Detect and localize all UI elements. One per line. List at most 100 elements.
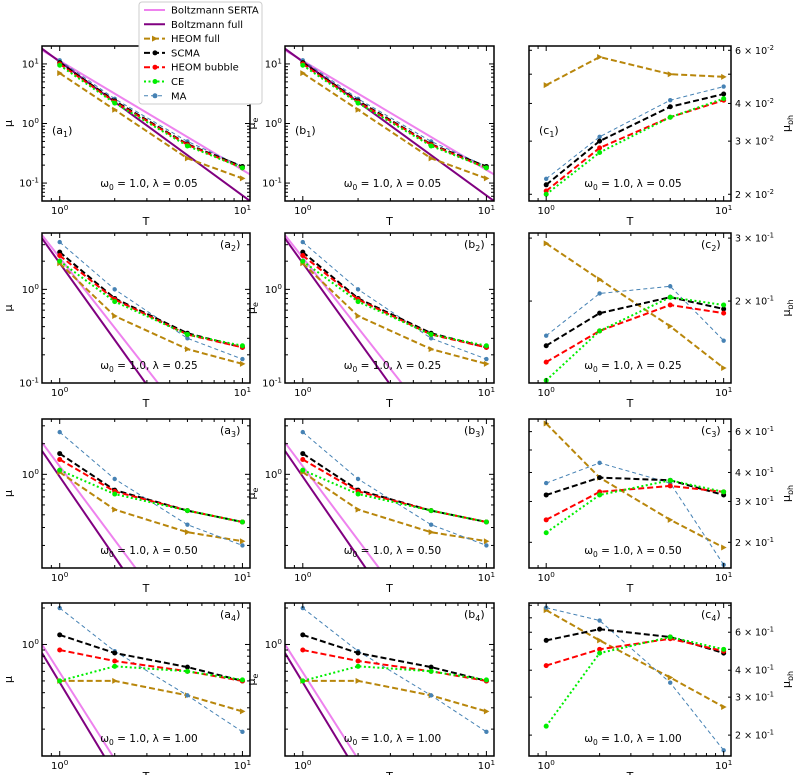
series-line (545, 479, 724, 534)
x-tick-label: 100 (538, 758, 556, 772)
data-point (721, 544, 727, 551)
data-point (483, 519, 489, 525)
data-point (543, 182, 549, 188)
series-ma (300, 58, 489, 169)
data-point (300, 429, 305, 435)
plot-area (285, 429, 490, 568)
panel-tag: (a4) (220, 608, 240, 623)
parameter-annotation: ω0 = 1.0, λ = 0.05 (100, 178, 198, 192)
data-point (483, 677, 489, 683)
series-ce (57, 467, 245, 525)
panel-frame (41, 418, 251, 569)
series-line (545, 296, 724, 382)
panel-tag: (a2) (220, 238, 240, 253)
data-point (355, 658, 361, 664)
series-heom-bubble (57, 253, 245, 350)
data-point (721, 73, 727, 80)
series-ce (57, 258, 245, 349)
data-point (355, 287, 361, 292)
panel-b3: 100 101 T 100 μe (b3) ω0 = 1.0, λ = 0.50 (245, 418, 495, 595)
data-point (239, 538, 246, 545)
panel-c2: 100 101 T 2 × 10-1 3 × 10-1 μph (c2) ω0 = 1.0, … (528, 232, 793, 410)
series-ma (300, 239, 489, 362)
series-line (545, 303, 724, 363)
data-point (355, 299, 361, 305)
panel-frame (284, 418, 495, 569)
y-tick-label: 100 (265, 282, 283, 296)
panel-frame (528, 418, 732, 569)
data-point (57, 62, 63, 68)
series-heom-full (543, 240, 727, 371)
panel-b1: 100 101 T 10-1 100 101 μe (b1) ω0 = 1.0, λ = 0.0… (245, 45, 495, 228)
series-line (59, 607, 243, 733)
series-line (302, 431, 487, 546)
data-point (483, 538, 490, 545)
data-point (597, 646, 603, 652)
y-axis-label: μ (2, 676, 15, 683)
data-point (300, 258, 306, 264)
data-point (597, 276, 603, 283)
series-scma (543, 91, 727, 188)
data-point (721, 306, 727, 312)
data-point (483, 343, 489, 349)
data-point (543, 517, 549, 523)
data-point (721, 96, 727, 102)
series-line (59, 471, 243, 543)
y-tick-label: 101 (22, 56, 39, 70)
data-point (597, 650, 603, 656)
series-line (59, 633, 243, 682)
series-line (302, 260, 487, 347)
boltzmann-serta-line (285, 49, 494, 176)
plot-area (42, 429, 246, 568)
y-tick-label: 3 × 10-2 (735, 135, 774, 148)
boltzmann-serta-line (42, 643, 114, 756)
series-line (302, 452, 487, 523)
series-ce (543, 634, 727, 729)
panel-tag: (b2) (464, 238, 485, 253)
data-point (721, 364, 727, 371)
series-ce (300, 467, 489, 525)
data-point (57, 678, 63, 684)
series-ce (543, 96, 727, 197)
series-ce (57, 62, 245, 171)
data-point (428, 529, 435, 536)
x-tick-label: 100 (51, 203, 69, 217)
series-line (545, 86, 724, 180)
y-axis-label: μ (2, 120, 15, 127)
panel-a1: 100 101 T 10-1 100 101 μ (a1) ω0 = 1.0, λ = 0.05 (2, 45, 251, 228)
x-axis-label: T (142, 397, 150, 410)
y-tick-label: 6 × 10-1 (735, 626, 774, 639)
legend-marker (152, 64, 158, 70)
legend-label: HEOM full (171, 34, 220, 45)
data-point (543, 492, 549, 498)
x-tick-label: 101 (478, 570, 495, 584)
legend-label: HEOM bubble (171, 63, 239, 74)
series-ma (543, 84, 726, 182)
data-point (239, 175, 246, 182)
x-tick-label: 101 (715, 385, 732, 399)
series-line (545, 422, 725, 549)
data-point (428, 508, 434, 514)
data-point (428, 331, 434, 337)
y-tick-label: 100 (22, 282, 40, 296)
data-point (112, 650, 118, 656)
data-point (597, 618, 602, 623)
panel-b4: 100 101 T 100 μe (b4) ω0 = 1.0, λ = 1.00 (245, 602, 495, 775)
data-point (543, 176, 549, 182)
series-line (59, 241, 243, 360)
plot-area (42, 234, 246, 383)
data-point (721, 748, 726, 753)
data-point (543, 723, 549, 729)
series-line (545, 637, 724, 667)
parameter-annotation: ω0 = 1.0, λ = 1.00 (584, 733, 682, 747)
data-point (239, 708, 246, 715)
series-line (59, 254, 243, 349)
panel-tag: (b4) (464, 608, 485, 623)
data-point (667, 302, 673, 308)
data-point (57, 456, 63, 462)
series-heom-bubble (300, 253, 489, 350)
data-point (668, 680, 673, 685)
series-heom-full (300, 677, 490, 715)
data-point (112, 677, 118, 684)
data-point (543, 333, 549, 338)
